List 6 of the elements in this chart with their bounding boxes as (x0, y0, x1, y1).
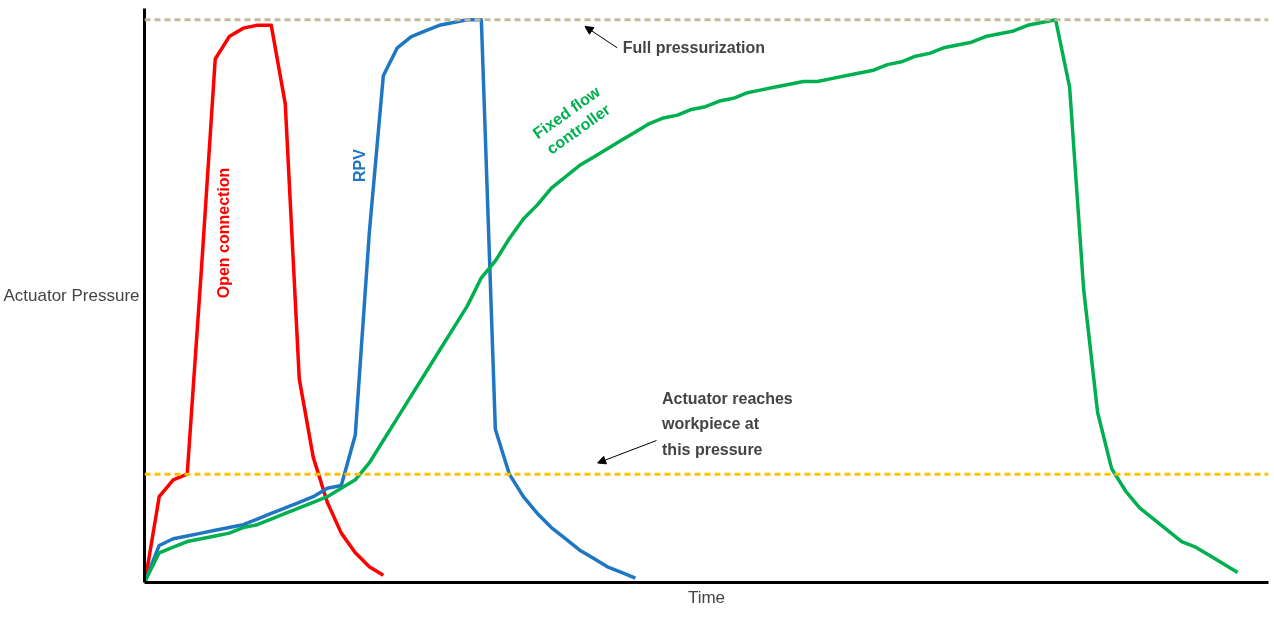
x-axis-title: Time (687, 587, 726, 607)
ref-line-label: Actuator reaches workpiece at this pressure (661, 389, 793, 458)
y-axis-title: Actuator Pressure (3, 286, 140, 305)
ref-line-label: Full pressurization (622, 39, 766, 57)
text: Open connection (215, 167, 233, 299)
text: RPV (351, 148, 368, 183)
